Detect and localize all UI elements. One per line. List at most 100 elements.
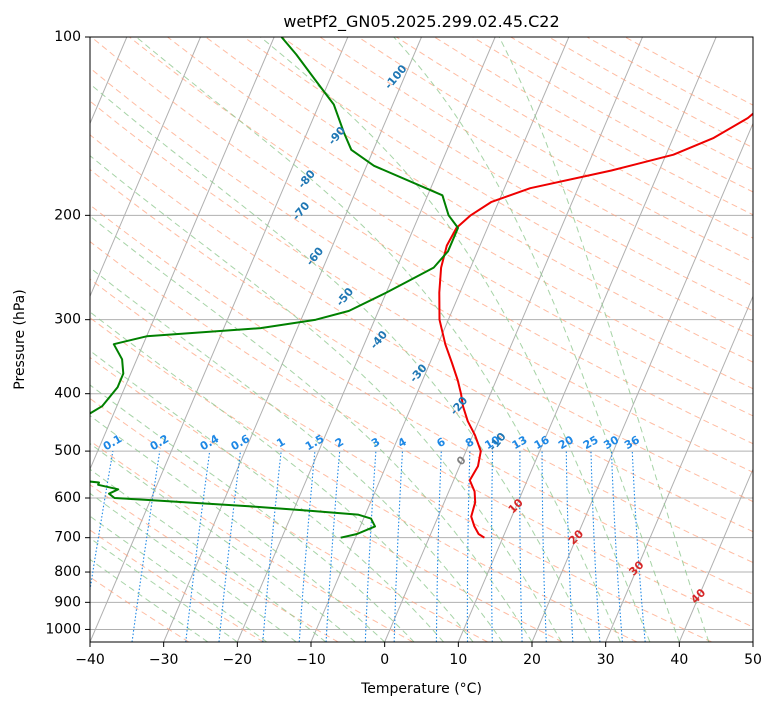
x-tick-label: 0 [380, 652, 389, 668]
isotherm-gridline [678, 467, 753, 642]
dry-adiabat-line [281, 37, 753, 312]
moist-adiabat-line [90, 267, 503, 642]
y-tick-label: 500 [54, 443, 81, 459]
mixing-ratio-label: 36 [622, 433, 642, 452]
isotherm-gridline [90, 37, 349, 642]
dry-adiabat-line [510, 37, 753, 171]
moist-adiabat-line [90, 415, 386, 642]
x-tick-label: 50 [744, 652, 762, 668]
mixing-ratio-line [364, 451, 377, 642]
isotherm-gridline [90, 37, 275, 471]
isotherm-label: 10 [506, 496, 526, 516]
y-tick-label: 800 [54, 564, 81, 580]
y-tick-label: 900 [54, 594, 81, 610]
mixing-ratio-line [519, 451, 523, 642]
mixing-ratio-label: 20 [556, 433, 576, 452]
moist-adiabat-line [90, 215, 533, 642]
x-tick-label: 30 [597, 652, 615, 668]
mixing-ratio-line [466, 451, 471, 642]
dewpoint-line [90, 37, 459, 539]
mixing-ratio-line [565, 451, 574, 642]
dry-adiabat-line [90, 168, 753, 564]
moist-adiabat-line [393, 37, 680, 642]
mixing-ratio-label: 1.5 [303, 432, 326, 453]
inline-labels: 0.1 0.2 0.4 0.6 1 1.5 2 3 4 6 8 10 13 16 20 25 30 36-100-… [101, 62, 709, 606]
x-axis-title: Temperature (°C) [360, 681, 482, 697]
y-tick-label: 700 [54, 530, 81, 546]
dry-adiabat-line [586, 37, 753, 127]
profile-series [90, 37, 753, 539]
moist-adiabat-line [90, 311, 474, 642]
dry-adiabat-line [90, 100, 753, 503]
isotherm-gridline [752, 640, 753, 642]
temperature-line [438, 112, 753, 539]
moist-adiabat-label: -90 [326, 124, 349, 148]
dry-adiabat-line [205, 37, 753, 363]
mixing-ratio-label: 0.4 [198, 432, 222, 453]
dry-adiabat-line [90, 484, 339, 642]
dry-adiabat-line [90, 529, 264, 642]
moist-adiabat-line [498, 37, 710, 642]
dry-adiabat-line [357, 37, 753, 263]
y-tick-label: 600 [54, 490, 81, 506]
x-tick-label: −30 [149, 652, 179, 668]
x-tick-label: −10 [296, 652, 326, 668]
y-axis-ticks: 100 200 300 400 500 600 700 800 900 1000 [45, 29, 90, 637]
mixing-ratio-label: 13 [510, 433, 530, 452]
dry-adiabat-line [243, 37, 753, 337]
x-tick-label: 10 [449, 652, 467, 668]
isotherm-gridline [163, 37, 422, 642]
mixing-ratio-line [435, 451, 442, 642]
plot-frame [89, 36, 754, 643]
mixing-ratio-line [325, 451, 341, 642]
mixing-ratio-line [590, 451, 601, 642]
moist-adiabat-label: -20 [448, 394, 471, 418]
moist-adiabat-line [90, 350, 444, 642]
mixing-ratio-line [393, 451, 404, 642]
isotherm-label: 30 [627, 558, 647, 578]
mixing-ratio-label: 3 [369, 435, 382, 450]
x-tick-label: −40 [75, 652, 105, 668]
moist-adiabat-label: -50 [333, 285, 356, 309]
mixing-ratio-line [218, 451, 242, 642]
dry-adiabat-line [129, 37, 753, 417]
dry-adiabat-line [548, 37, 753, 149]
mixing-ratio-line [541, 451, 547, 642]
mixing-ratio-label: 0.2 [148, 432, 171, 453]
moist-adiabat-line [90, 492, 297, 642]
dry-adiabat-line [167, 37, 753, 390]
plot-area: 0.1 0.2 0.4 0.6 1 1.5 2 3 4 6 8 10 13 16 20 25 30 36-100-… [90, 37, 753, 642]
mixing-ratio-label: 25 [581, 433, 601, 452]
y-tick-label: 400 [54, 386, 81, 402]
mixing-ratio-label: 1 [274, 435, 287, 450]
isotherm-gridline [605, 295, 753, 642]
mixing-ratio-line [185, 451, 211, 642]
mixing-ratio-line [90, 451, 114, 594]
isotherm-gridline [384, 37, 643, 642]
mixing-ratio-label: 6 [435, 435, 448, 450]
y-tick-label: 100 [54, 29, 81, 45]
y-tick-label: 1000 [45, 621, 81, 637]
dry-adiabat-line [90, 440, 414, 642]
x-tick-label: 20 [523, 652, 541, 668]
mixing-ratio-label: 0.6 [229, 432, 253, 453]
dry-adiabat-line [90, 356, 563, 642]
moist-adiabat-label: -80 [295, 167, 318, 191]
isotherm-gridline [90, 37, 201, 298]
dry-adiabat-line [90, 204, 753, 595]
moist-adiabats [90, 37, 710, 642]
mixing-ratio-label: 16 [532, 433, 552, 452]
chart-title: wetPf2_GN05.2025.299.02.45.C22 [283, 12, 559, 32]
mixing-ratio-line [610, 451, 623, 642]
moist-adiabat-label: -60 [304, 244, 327, 268]
dry-adiabat-line [90, 397, 488, 642]
dry-adiabat-line [90, 37, 753, 445]
mixing-ratio-line [490, 451, 494, 642]
moist-adiabat-line [90, 558, 209, 642]
x-tick-label: 40 [670, 652, 688, 668]
mixing-ratio-label: 2 [333, 435, 346, 450]
dry-adiabat-line [90, 576, 190, 642]
mixing-ratio-line [262, 451, 282, 642]
mixing-ratio-line [298, 451, 316, 642]
